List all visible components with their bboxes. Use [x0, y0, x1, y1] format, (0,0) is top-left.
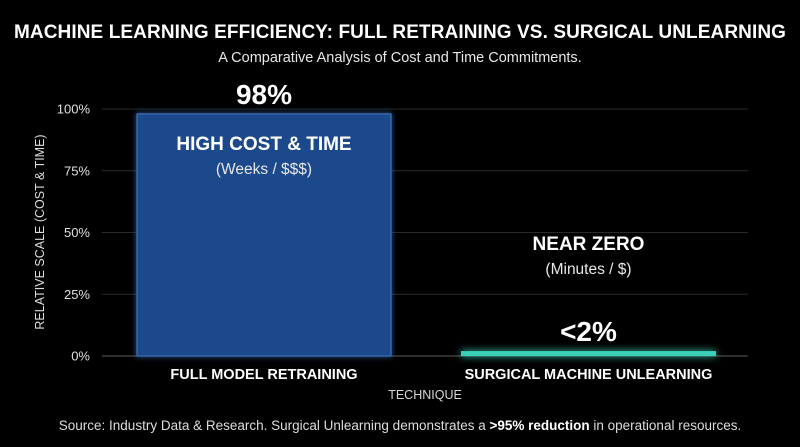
x-tick-label: SURGICAL MACHINE UNLEARNING: [465, 367, 713, 383]
y-tick-label: 25%: [64, 287, 90, 302]
data-label: 98%: [236, 79, 292, 110]
annotation-detail: (Minutes / $): [545, 261, 631, 278]
source-prefix: Source: Industry Data & Research. Surgic…: [58, 418, 490, 433]
data-label: <2%: [560, 316, 617, 347]
bar: [136, 113, 392, 357]
y-tick-label: 0%: [71, 349, 90, 364]
y-tick-label: 75%: [64, 163, 90, 178]
annotation-headline: HIGH COST & TIME: [176, 134, 351, 155]
annotation-headline: NEAR ZERO: [533, 234, 645, 255]
y-tick-label: 100%: [57, 102, 91, 117]
annotation-detail: (Weeks / $$$): [216, 161, 312, 178]
y-tick-label: 50%: [64, 225, 90, 240]
bar: [461, 351, 716, 356]
source-suffix: in operational resources.: [589, 418, 742, 433]
chart-subtitle: A Comparative Analysis of Cost and Time …: [218, 50, 582, 66]
source-note: Source: Industry Data & Research. Surgic…: [0, 418, 800, 433]
x-tick-label: FULL MODEL RETRAINING: [170, 367, 357, 383]
chart-title: MACHINE LEARNING EFFICIENCY: FULL RETRAI…: [13, 22, 787, 43]
source-bold: >95% reduction: [489, 418, 590, 433]
y-axis-label: RELATIVE SCALE (COST & TIME): [33, 134, 47, 329]
x-axis-label: TECHNIQUE: [388, 388, 462, 402]
